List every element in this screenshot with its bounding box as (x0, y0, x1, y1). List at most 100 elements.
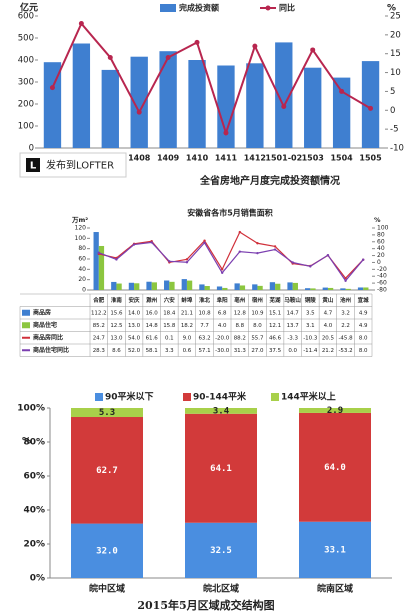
line-marker (310, 47, 316, 53)
table-cell: 112.2 (91, 310, 107, 316)
table-cell: -11.4 (303, 348, 318, 354)
y-tick-label: 40% (23, 506, 45, 516)
bar (164, 280, 170, 290)
table-header: 六安 (164, 296, 176, 304)
line-marker (220, 271, 224, 274)
table-cell: 21.2 (322, 348, 334, 354)
table-header: 安庆 (129, 296, 141, 304)
bar (275, 283, 281, 290)
legend-label: 90-144平米 (193, 391, 247, 403)
bar (169, 281, 175, 290)
bar (246, 63, 264, 148)
bar (305, 288, 311, 290)
table-cell: 12.8 (234, 310, 247, 316)
table-cell: 63.2 (198, 335, 210, 341)
bar-segment (71, 417, 143, 524)
bar-segment (185, 408, 257, 414)
bar (322, 287, 328, 290)
bar (304, 67, 322, 148)
line-marker (150, 241, 153, 244)
line-marker (136, 109, 142, 115)
table-cell: 3.5 (306, 310, 315, 316)
badge-text: 发布到LOFTER (46, 159, 114, 172)
table-cell: 16.0 (146, 310, 159, 316)
table-cell: 4.9 (359, 310, 368, 316)
table-cell: 15.8 (163, 323, 176, 329)
line-marker (107, 54, 113, 60)
table-cell: -10.3 (303, 335, 318, 341)
line-marker (344, 279, 347, 282)
badge-icon: L (30, 161, 37, 172)
table-cell: 18.2 (181, 323, 193, 329)
table-cell: 8.8 (235, 323, 244, 329)
table-cell: -30.0 (215, 348, 230, 354)
y2-tick-label: 100 (377, 225, 389, 232)
table-cell: 46.6 (269, 335, 282, 341)
table-cell: 13.7 (287, 323, 300, 329)
y2-tick-label: -5 (390, 125, 398, 135)
bar-segment (185, 522, 257, 578)
bar (101, 69, 119, 148)
table-header: 黄山 (322, 296, 334, 304)
segment-label: 64.0 (324, 463, 346, 473)
table-cell: 0.6 (183, 348, 192, 354)
x-tick-label: 皖中区域 (89, 583, 125, 595)
table-cell: 6.8 (218, 310, 227, 316)
bar (186, 280, 193, 290)
bar (217, 65, 235, 148)
y-tick-label: 80 (78, 245, 86, 252)
y-tick-label: 20 (78, 276, 86, 283)
table-cell: 28.3 (93, 348, 106, 354)
table-row-label: 商品房 (33, 308, 51, 316)
table-header: 亳州 (234, 296, 246, 304)
line-marker (256, 251, 259, 255)
y2-tick-label: -60 (377, 280, 387, 287)
line-marker (223, 130, 229, 136)
legend-marker (265, 5, 271, 11)
bar-segment (299, 408, 371, 413)
table-cell: 4.0 (324, 323, 333, 329)
x-tick-label: 皖北区域 (203, 583, 239, 595)
table-header: 宿州 (252, 296, 264, 304)
line-marker (238, 230, 242, 234)
legend-label: 144平米以上 (281, 391, 336, 403)
line-marker (238, 250, 242, 253)
y2-tick-label: 60 (377, 238, 385, 245)
table-cell: 8.0 (359, 348, 368, 354)
bar (151, 282, 157, 290)
y-tick-label: 600 (18, 12, 34, 22)
table-cell: 20.5 (322, 335, 335, 341)
badge-icon-box (26, 158, 40, 172)
table-cell: 2.2 (341, 323, 350, 329)
y2-axis-unit: % (374, 216, 381, 224)
y2-tick-label: 0 (377, 259, 381, 266)
table-cell: 61.6 (146, 335, 159, 341)
bar (332, 77, 351, 148)
line-marker (309, 265, 312, 268)
bar (234, 283, 240, 290)
table-cell: -45.8 (338, 335, 353, 341)
bar (159, 51, 177, 149)
bar (146, 281, 152, 290)
line-marker (97, 251, 101, 254)
x-tick-label: 1504 (330, 154, 353, 163)
table-row-label: 商品房同比 (33, 333, 63, 341)
bar-segment (299, 521, 371, 578)
y2-tick-label: 40 (377, 245, 385, 252)
table-cell: 4.7 (324, 310, 333, 316)
table-header: 淮北 (199, 296, 211, 304)
bar (257, 285, 263, 290)
table-cell: 15.6 (110, 310, 123, 316)
table-cell: 14.0 (128, 310, 141, 316)
line-marker (220, 268, 224, 271)
legend-label: 90平米以下 (105, 391, 154, 403)
table-header: 阜阳 (217, 296, 229, 304)
table-cell: 21.1 (181, 310, 193, 316)
y2-tick-label: 25 (390, 12, 401, 22)
bar (181, 279, 187, 290)
y-tick-label: 0 (29, 144, 34, 154)
y2-tick-label: 10 (390, 68, 401, 78)
table-cell: 8.0 (253, 323, 262, 329)
bar-segment (299, 412, 371, 522)
